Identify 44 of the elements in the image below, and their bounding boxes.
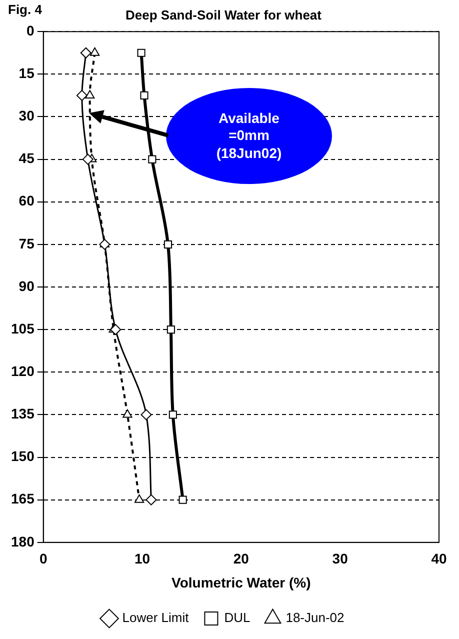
point — [140, 91, 148, 100]
point — [137, 48, 146, 57]
legend-label: Lower Limit — [122, 610, 190, 626]
legend-label: DUL — [224, 610, 250, 626]
point — [76, 90, 88, 101]
y-tick-label: 90 — [18, 278, 35, 294]
point — [99, 238, 110, 250]
y-tick-label: 165 — [11, 490, 35, 507]
point — [80, 47, 92, 58]
point — [110, 324, 122, 336]
x-tick-label: 20 — [233, 550, 250, 567]
point — [122, 409, 132, 418]
chart-title: Deep Sand-Soil Water for wheat — [126, 7, 322, 22]
point — [82, 154, 94, 165]
caption: Fig. 4 — [8, 2, 42, 17]
y-tick-label: 135 — [11, 406, 35, 422]
x-tick-label: 0 — [39, 550, 48, 567]
y-tick-label: 30 — [18, 108, 35, 124]
annotation: Available =0mm (18Jun02) — [215, 110, 283, 162]
point — [146, 494, 157, 506]
x-tick-label: 40 — [431, 550, 447, 567]
point — [178, 496, 187, 504]
y-tick-label: 60 — [18, 192, 35, 209]
point — [85, 90, 95, 98]
y-tick-label: 120 — [11, 362, 35, 379]
y-tick-label: 180 — [11, 533, 35, 550]
y-tick-label: 150 — [11, 448, 35, 464]
x-tick-label: 10 — [134, 550, 150, 567]
point — [164, 240, 172, 248]
x-axis-title: Volumetric Water (%) — [172, 574, 311, 590]
point — [134, 494, 144, 503]
legend-label: 18-Jun-02 — [286, 610, 344, 626]
y-tick-label: 0 — [26, 22, 35, 38]
point — [166, 326, 175, 334]
y-tick-label: 45 — [18, 150, 35, 166]
x-tick-label: 30 — [332, 550, 348, 567]
point — [90, 47, 100, 56]
y-tick-label: 75 — [18, 235, 35, 252]
y-tick-label: 105 — [11, 320, 35, 336]
point — [140, 409, 152, 420]
y-tick-label: 15 — [18, 65, 35, 82]
point — [148, 155, 156, 164]
ellipse-callout: Available =0mm (18Jun02) — [166, 88, 332, 184]
point — [168, 410, 177, 419]
